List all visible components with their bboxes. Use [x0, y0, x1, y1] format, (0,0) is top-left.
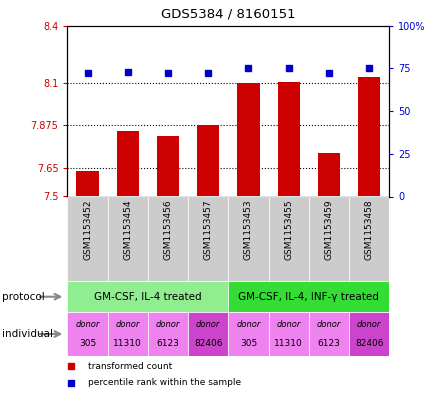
- Text: 11310: 11310: [274, 339, 302, 348]
- Text: donor: donor: [155, 320, 180, 329]
- Text: 82406: 82406: [194, 339, 222, 348]
- Bar: [148, 312, 187, 356]
- Text: donor: donor: [316, 320, 340, 329]
- Bar: [67, 312, 108, 356]
- Bar: [67, 281, 228, 312]
- Text: GSM1153458: GSM1153458: [364, 199, 373, 260]
- Text: GSM1153453: GSM1153453: [243, 199, 253, 260]
- Bar: [187, 196, 228, 281]
- Bar: [268, 312, 308, 356]
- Text: GSM1153456: GSM1153456: [163, 199, 172, 260]
- Bar: [357, 77, 379, 196]
- Bar: [108, 196, 148, 281]
- Bar: [308, 312, 349, 356]
- Text: GM-CSF, IL-4, INF-γ treated: GM-CSF, IL-4, INF-γ treated: [238, 292, 378, 302]
- Text: 305: 305: [239, 339, 256, 348]
- Text: GDS5384 / 8160151: GDS5384 / 8160151: [161, 7, 295, 20]
- Text: GM-CSF, IL-4 treated: GM-CSF, IL-4 treated: [94, 292, 201, 302]
- Bar: [268, 196, 308, 281]
- Bar: [76, 171, 99, 196]
- Bar: [67, 196, 108, 281]
- Text: 11310: 11310: [113, 339, 142, 348]
- Text: GSM1153454: GSM1153454: [123, 199, 132, 259]
- Bar: [157, 136, 179, 196]
- Bar: [348, 196, 388, 281]
- Text: GSM1153452: GSM1153452: [83, 199, 92, 259]
- Text: 305: 305: [79, 339, 96, 348]
- Text: 6123: 6123: [156, 339, 179, 348]
- Bar: [317, 153, 339, 196]
- Bar: [228, 312, 268, 356]
- Text: donor: donor: [356, 320, 381, 329]
- Bar: [277, 82, 299, 196]
- Text: donor: donor: [196, 320, 220, 329]
- Text: donor: donor: [236, 320, 260, 329]
- Bar: [237, 83, 259, 196]
- Text: donor: donor: [115, 320, 140, 329]
- Bar: [228, 196, 268, 281]
- Text: transformed count: transformed count: [88, 362, 172, 371]
- Bar: [197, 125, 219, 196]
- Text: GSM1153459: GSM1153459: [324, 199, 333, 260]
- Bar: [188, 312, 228, 356]
- Bar: [228, 281, 388, 312]
- Bar: [108, 312, 148, 356]
- Text: GSM1153457: GSM1153457: [203, 199, 212, 260]
- Bar: [308, 196, 348, 281]
- Bar: [148, 196, 187, 281]
- Text: 6123: 6123: [317, 339, 340, 348]
- Text: percentile rank within the sample: percentile rank within the sample: [88, 378, 241, 387]
- Text: donor: donor: [276, 320, 300, 329]
- Bar: [116, 131, 138, 196]
- Text: GSM1153455: GSM1153455: [283, 199, 293, 260]
- Text: individual: individual: [2, 329, 53, 339]
- Text: protocol: protocol: [2, 292, 45, 302]
- Bar: [348, 312, 388, 356]
- Text: donor: donor: [75, 320, 99, 329]
- Text: 82406: 82406: [354, 339, 383, 348]
